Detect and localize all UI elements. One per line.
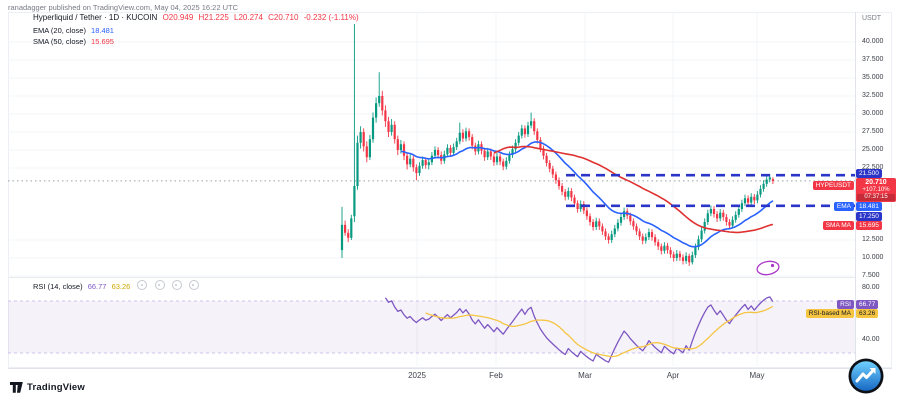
symbol-name-tag: HYPEUSDT bbox=[812, 181, 854, 190]
last-price: 20.710 bbox=[865, 179, 887, 186]
price-tick-label: 37.500 bbox=[862, 56, 884, 63]
price-tick-label: 7.500 bbox=[862, 272, 880, 279]
attribution-text: ranadagger published on TradingView.com,… bbox=[8, 3, 239, 12]
tradingview-brand[interactable]: TradingView bbox=[10, 382, 85, 393]
price-percent: +107.10% bbox=[862, 187, 890, 193]
symbol-title: Hyperliquid / Tether · 1D · KUCOIN bbox=[33, 13, 158, 22]
ema-value: 18.481 bbox=[91, 26, 114, 35]
price-tick-label: 32.500 bbox=[862, 92, 884, 99]
time-axis-label: May bbox=[749, 371, 765, 380]
ohlc-open: O20.949 bbox=[162, 13, 194, 22]
sma-name-tag: SMA MA bbox=[822, 221, 854, 230]
ema-value-tag: 18.481 bbox=[856, 202, 882, 211]
rsi-ma-name-tag: RSI-based MA bbox=[805, 309, 854, 318]
tradingview-glyph-icon bbox=[10, 382, 23, 393]
price-axis-separator bbox=[855, 12, 856, 368]
time-axis-separator bbox=[8, 368, 892, 369]
price-tick-label: 40.000 bbox=[862, 38, 884, 45]
ohlc-low: L20.274 bbox=[234, 13, 263, 22]
sma-label: SMA (50, close) bbox=[33, 37, 86, 46]
sma-value: 15.695 bbox=[91, 37, 114, 46]
price-tick-label: 35.000 bbox=[862, 74, 884, 81]
rsi-tick-label: 40.00 bbox=[862, 336, 880, 343]
tradingview-brand-text: TradingView bbox=[27, 382, 85, 393]
rsi-legend-row[interactable]: RSI (14, close) 66.77 63.26 bbox=[33, 280, 199, 292]
ema-name-tag: EMA bbox=[833, 202, 854, 211]
upper-level-tag: 21.500 bbox=[856, 169, 882, 178]
rsi-value: 66.77 bbox=[87, 282, 107, 291]
rsi-source-icon[interactable] bbox=[171, 280, 182, 290]
time-axis-label: Feb bbox=[489, 371, 503, 380]
ohlc-high: H21.225 bbox=[198, 13, 229, 22]
lower-level-tag: 17.250 bbox=[856, 212, 882, 221]
time-axis-label: 2025 bbox=[408, 371, 426, 380]
rsi-value-tag: 66.77 bbox=[856, 300, 879, 309]
rsi-more-icon[interactable] bbox=[188, 280, 199, 290]
price-tick-label: 12.500 bbox=[862, 236, 884, 243]
pane-separator bbox=[8, 277, 855, 278]
price-tick-label: 10.000 bbox=[862, 254, 884, 261]
rsi-label: RSI (14, close) bbox=[33, 282, 83, 291]
symbol-price-tag: 20.710 +107.10% 07:37:15 bbox=[856, 178, 896, 202]
sma-value-tag: 15.695 bbox=[856, 221, 882, 230]
rsi-pane-canvas[interactable] bbox=[8, 278, 855, 367]
time-axis-label: Apr bbox=[666, 371, 680, 380]
rsi-settings-icon[interactable] bbox=[154, 280, 165, 290]
price-axis-currency[interactable]: USDT bbox=[862, 15, 882, 22]
price-pane-canvas[interactable] bbox=[8, 12, 855, 278]
rsi-eye-icon[interactable] bbox=[137, 280, 148, 290]
ohlc-close: C20.710 bbox=[268, 13, 299, 22]
sma-legend-row[interactable]: SMA (50, close) 15.695 bbox=[33, 37, 114, 47]
symbol-legend-row[interactable]: Hyperliquid / Tether · 1D · KUCOIN O20.9… bbox=[33, 13, 359, 23]
time-axis-label: Mar bbox=[578, 371, 592, 380]
bar-countdown: 07:37:15 bbox=[857, 194, 895, 201]
rsi-ma-value-tag: 63.26 bbox=[856, 309, 879, 318]
rsi-name-tag: RSI bbox=[837, 300, 854, 309]
price-tick-label: 27.500 bbox=[862, 128, 884, 135]
rsi-tick-label: 80.00 bbox=[862, 284, 880, 291]
ohlc-change: -0.232 (-1.11%) bbox=[303, 13, 359, 22]
ema-legend-row[interactable]: EMA (20, close) 18.481 bbox=[33, 26, 114, 36]
price-tick-label: 25.000 bbox=[862, 146, 884, 153]
tradingview-logo-icon[interactable] bbox=[846, 356, 886, 396]
ema-label: EMA (20, close) bbox=[33, 26, 86, 35]
price-tick-label: 30.000 bbox=[862, 110, 884, 117]
rsi-ma-value: 63.26 bbox=[111, 282, 131, 291]
price-tick-label: 22.500 bbox=[862, 164, 884, 171]
